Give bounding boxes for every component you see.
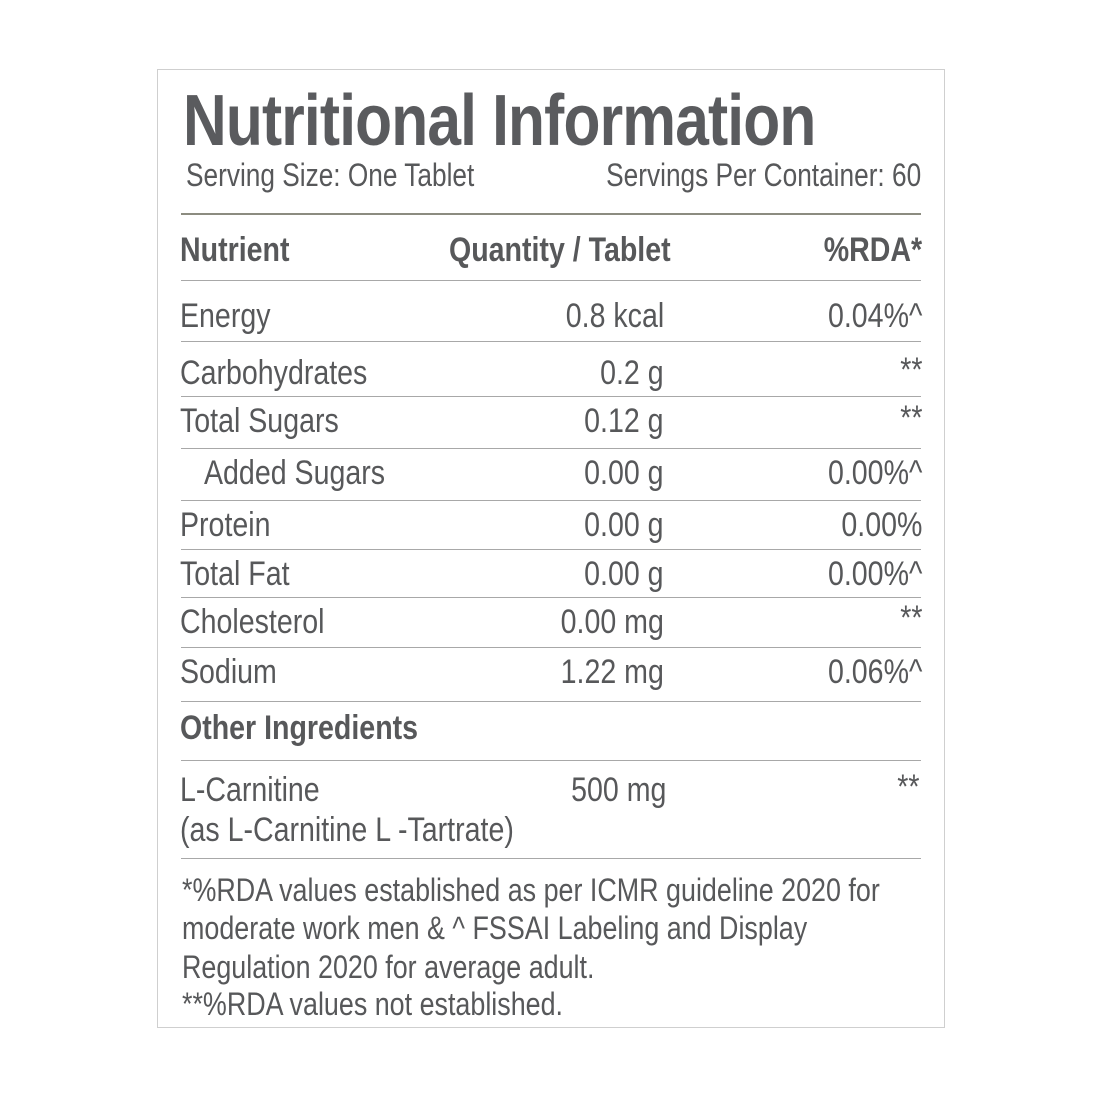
ingredient-detail: (as L-Carnitine L -Tartrate) <box>180 811 514 849</box>
other-ingredients-heading: Other Ingredients <box>180 709 419 747</box>
divider <box>181 213 921 215</box>
nutrient-name: Total Sugars <box>180 402 339 440</box>
nutrient-quantity: 0.00 g <box>584 506 664 544</box>
divider <box>181 396 921 397</box>
column-header-nutrient: Nutrient <box>180 231 290 269</box>
divider <box>181 647 921 648</box>
nutrient-rda: ** <box>899 351 922 389</box>
divider <box>181 701 921 702</box>
footnote-line: moderate work men & ^ FSSAI Labeling and… <box>182 910 808 946</box>
nutrient-rda: 0.04%^ <box>827 297 922 335</box>
nutrient-quantity: 1.22 mg <box>560 653 664 691</box>
nutrient-name: Cholesterol <box>180 603 325 641</box>
serving-size: Serving Size: One Tablet <box>186 157 475 193</box>
ingredient-quantity: 500 mg <box>570 771 666 809</box>
nutrient-name: Added Sugars <box>204 454 386 492</box>
footnote-line: *%RDA values established as per ICMR gui… <box>182 872 880 908</box>
nutrient-rda: 0.06%^ <box>827 653 922 691</box>
nutrient-quantity: 0.00 mg <box>560 603 664 641</box>
nutrient-name: Carbohydrates <box>180 354 368 392</box>
nutrient-rda: ** <box>899 599 922 637</box>
nutrient-rda: 0.00%^ <box>827 555 922 593</box>
servings-per-container: Servings Per Container: 60 <box>605 157 921 193</box>
nutrient-quantity: 0.2 g <box>600 354 664 392</box>
nutrient-quantity: 0.00 g <box>584 555 664 593</box>
nutrient-name: Sodium <box>180 653 277 691</box>
nutrient-rda: ** <box>899 399 922 437</box>
nutrient-quantity: 0.12 g <box>584 402 664 440</box>
nutrient-rda: 0.00% <box>841 506 922 544</box>
divider <box>181 858 921 859</box>
nutrient-quantity: 0.00 g <box>584 454 664 492</box>
divider <box>181 448 921 449</box>
footnote-line: **%RDA values not established. <box>182 986 564 1022</box>
ingredient-rda: ** <box>896 768 919 806</box>
divider <box>181 549 921 550</box>
nutrient-name: Protein <box>180 506 271 544</box>
divider <box>181 280 921 281</box>
divider <box>181 500 921 501</box>
nutrient-quantity: 0.8 kcal <box>565 297 664 335</box>
nutrition-panel <box>157 69 945 1028</box>
page-title: Nutritional Information <box>183 81 816 161</box>
ingredient-name: L-Carnitine <box>180 771 320 809</box>
divider <box>181 597 921 598</box>
divider <box>181 760 921 761</box>
column-header-quantity: Quantity / Tablet <box>449 231 671 269</box>
nutrient-name: Energy <box>180 297 271 335</box>
divider <box>181 341 921 342</box>
nutrient-rda: 0.00%^ <box>827 454 922 492</box>
nutrient-name: Total Fat <box>180 555 290 593</box>
column-header-rda: %RDA* <box>823 231 922 269</box>
footnote-line: Regulation 2020 for average adult. <box>182 949 595 985</box>
